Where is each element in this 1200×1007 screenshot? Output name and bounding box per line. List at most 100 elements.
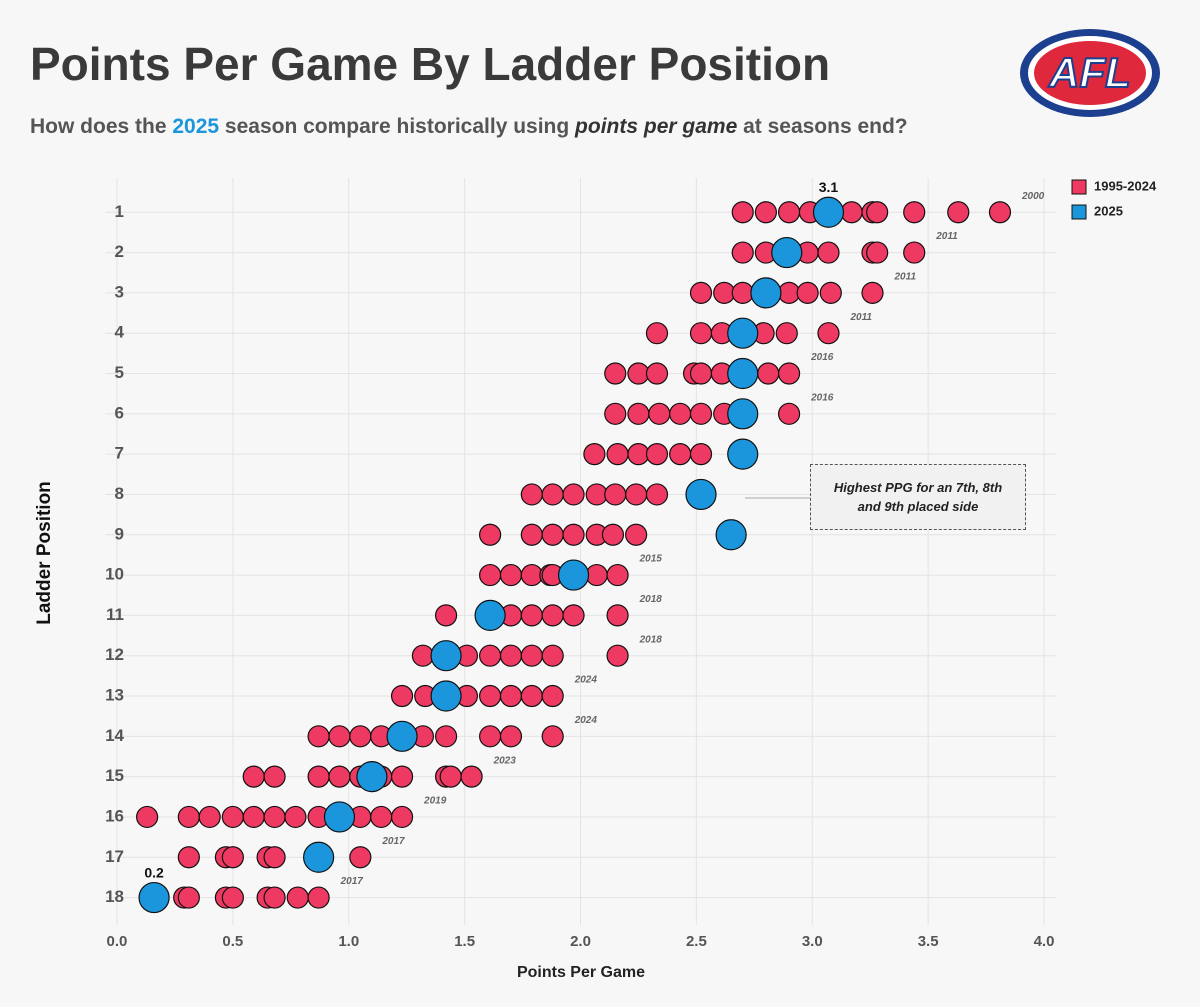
legend-swatch: [1071, 179, 1087, 195]
dot: [221, 886, 244, 909]
year-label: 2011: [849, 312, 872, 323]
callout: Highest PPG for an 7th, 8th and 9th plac…: [810, 464, 1026, 530]
dot: [731, 201, 754, 224]
dot: [777, 281, 801, 304]
dot: [474, 599, 506, 631]
dot: [263, 886, 286, 909]
dot: [796, 281, 819, 304]
dot: [479, 684, 502, 708]
dot: [434, 725, 458, 748]
y-tick-label: 13: [105, 686, 124, 705]
legend-swatch: [1071, 204, 1087, 220]
dot: [689, 322, 713, 345]
dot: [731, 241, 754, 264]
dot: [645, 322, 669, 345]
dot: [689, 402, 713, 425]
y-tick-label: 18: [105, 887, 124, 906]
dot: [439, 765, 462, 788]
dot: [648, 402, 671, 425]
y-tick-label: 14: [105, 726, 124, 745]
dot: [541, 644, 564, 667]
dot: [727, 438, 759, 470]
dot: [727, 357, 759, 390]
dot: [479, 563, 502, 587]
y-tick-label: 12: [105, 645, 124, 664]
year-label: 2017: [381, 836, 405, 847]
dot: [583, 443, 606, 466]
legend-label: 1995-2024: [1094, 178, 1157, 193]
year-label: 2015: [639, 554, 663, 565]
dot: [585, 483, 608, 506]
dot: [903, 201, 926, 224]
dot: [284, 805, 307, 829]
y-tick-label: 11: [106, 605, 124, 624]
x-tick-label: 2.0: [570, 933, 591, 950]
dot: [557, 559, 590, 591]
dot: [370, 805, 393, 829]
dot: [947, 201, 970, 224]
x-tick-label: 0.5: [222, 933, 243, 950]
dot: [606, 563, 629, 587]
dot: [562, 483, 585, 506]
dot: [221, 846, 244, 869]
dot: [606, 443, 629, 466]
dot: [541, 684, 564, 708]
dot: [499, 684, 523, 708]
dot: [819, 281, 842, 304]
dot: [627, 402, 650, 425]
dot: [713, 281, 736, 304]
dot: [812, 196, 845, 228]
dot: [645, 443, 669, 466]
dot: [520, 483, 543, 506]
dot: [625, 483, 648, 506]
dot: [645, 362, 669, 385]
x-axis-title: Points Per Game: [517, 964, 645, 981]
y-tick-label: 6: [115, 403, 124, 422]
dot: [604, 402, 627, 425]
x-tick-label: 3.5: [918, 933, 939, 950]
y-tick-label: 15: [105, 766, 124, 785]
year-label: 2016: [810, 352, 834, 363]
dot: [479, 644, 502, 667]
y-tick-label: 8: [115, 484, 124, 503]
dot: [520, 644, 543, 667]
dot: [562, 604, 585, 627]
dot: [390, 684, 414, 708]
chart-subtitle: How does the 2025 season compare histori…: [30, 115, 908, 138]
dot: [627, 362, 650, 385]
dot: [750, 277, 782, 309]
dot: [601, 523, 625, 546]
dot: [715, 519, 747, 551]
dot: [221, 805, 244, 829]
dot: [541, 725, 564, 748]
logo-text: AFL: [1048, 49, 1131, 96]
dot: [263, 805, 286, 829]
y-tick-label: 9: [115, 524, 124, 543]
dot: [263, 846, 286, 869]
data-label: 3.1: [819, 179, 839, 195]
year-label: 2024: [574, 715, 598, 726]
dot: [349, 846, 372, 869]
dot: [520, 563, 543, 587]
year-label: 2011: [935, 231, 958, 242]
subtitle-part: season compare historically using: [219, 115, 575, 138]
dot: [771, 236, 803, 269]
dot: [520, 684, 543, 708]
dot: [541, 483, 564, 506]
dot: [286, 886, 309, 909]
dot: [323, 801, 356, 833]
y-tick-label: 7: [115, 444, 124, 463]
dot: [411, 644, 435, 667]
dot: [328, 765, 351, 788]
dot: [645, 483, 669, 506]
dot: [520, 604, 543, 627]
dot: [903, 241, 926, 264]
dot: [606, 644, 629, 667]
dot: [349, 725, 372, 748]
dot: [585, 563, 608, 587]
dot: [198, 805, 221, 829]
dot: [604, 483, 627, 506]
dot: [817, 241, 840, 264]
dot: [541, 604, 564, 627]
